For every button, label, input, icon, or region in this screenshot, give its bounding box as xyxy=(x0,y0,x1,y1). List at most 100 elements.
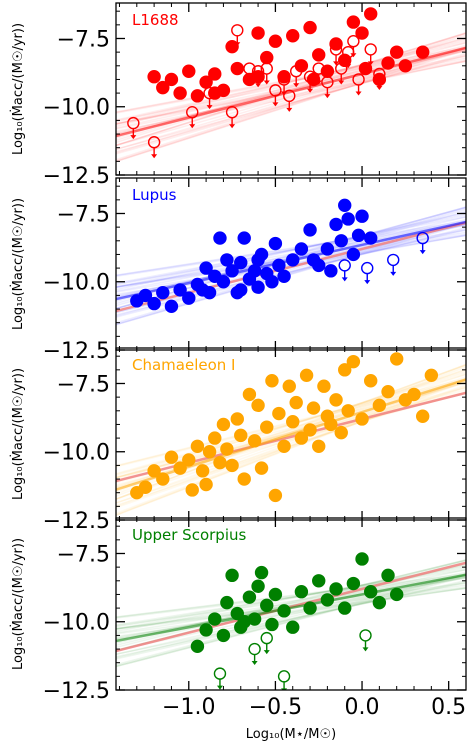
detection-point xyxy=(216,275,231,289)
detection-point xyxy=(220,595,234,610)
detection-point xyxy=(381,384,395,399)
y-tick-label: −7.5 xyxy=(57,27,110,52)
upper-limit-arrowhead xyxy=(376,85,383,90)
upper-limit-arrowhead xyxy=(234,42,241,47)
detection-point xyxy=(173,283,187,297)
detection-point xyxy=(398,59,413,73)
x-axis-title: Log₁₀(M⋆/M☉) xyxy=(246,727,336,742)
detection-point xyxy=(147,296,161,311)
fit-sample-line xyxy=(116,214,466,286)
detection-point xyxy=(237,231,251,245)
detection-point xyxy=(247,434,262,448)
detection-point xyxy=(364,7,378,21)
detection-point xyxy=(199,477,213,492)
detection-point xyxy=(329,217,343,232)
fit-sample-line xyxy=(116,568,466,626)
upper-limit-arrowhead xyxy=(263,80,270,85)
detection-point xyxy=(225,458,239,473)
fit-sample-line xyxy=(116,573,466,652)
upper-limit-circle xyxy=(359,629,372,642)
detection-point xyxy=(303,223,317,237)
detection-point xyxy=(202,445,217,459)
detection-point xyxy=(364,231,378,245)
upper-limit-circle xyxy=(277,670,291,683)
fit-sample-line xyxy=(116,216,466,284)
fit-sample-line xyxy=(116,223,466,277)
detection-point xyxy=(265,617,279,632)
y-tick-label: −12.5 xyxy=(43,509,110,534)
y-tick-label: −12.5 xyxy=(43,164,110,189)
panel-label: Upper Scorpius xyxy=(132,526,246,544)
upper-limit-arrowhead xyxy=(151,154,158,159)
detection-point xyxy=(286,29,300,43)
upper-limit-arrowhead xyxy=(293,83,300,88)
fit-sample-line xyxy=(116,221,466,277)
fit-sample-line xyxy=(116,41,466,121)
detection-point xyxy=(415,409,430,423)
detection-point xyxy=(213,455,227,470)
upper-limit-point xyxy=(352,73,365,96)
detection-point xyxy=(213,231,227,245)
detection-point xyxy=(372,398,387,413)
detection-point xyxy=(268,587,283,602)
upper-limit-circle xyxy=(260,631,273,645)
detection-point xyxy=(272,406,286,421)
panel-label: Lupus xyxy=(132,186,177,204)
upper-limit-point xyxy=(127,116,140,140)
fit-sample-line xyxy=(116,577,466,634)
detection-point xyxy=(268,34,283,48)
y-tick-label: −10.0 xyxy=(43,611,110,636)
upper-limit-point xyxy=(359,629,372,652)
detection-point xyxy=(389,352,404,366)
detection-point xyxy=(312,258,326,273)
detection-point xyxy=(324,417,338,432)
detection-point xyxy=(320,242,335,256)
detection-point xyxy=(260,420,274,434)
detection-point xyxy=(364,374,378,388)
detection-point xyxy=(338,601,352,615)
detection-point xyxy=(251,26,265,40)
detection-point xyxy=(294,431,309,445)
panel-frame xyxy=(115,2,467,176)
upper-limit-arrowhead xyxy=(362,647,369,652)
detection-point xyxy=(286,620,300,634)
upper-limit-point xyxy=(312,62,325,85)
fit-sample-line xyxy=(116,60,466,133)
detection-point xyxy=(237,615,251,629)
fit-median-line xyxy=(116,573,466,643)
detection-point xyxy=(294,585,309,599)
upper-limit-point xyxy=(231,24,244,47)
fit-median-line xyxy=(116,46,466,138)
fit-sample-line xyxy=(116,574,466,659)
fit-sample-line xyxy=(116,60,466,130)
detection-point xyxy=(341,212,355,226)
upper-limit-arrowhead xyxy=(324,94,331,99)
detection-point xyxy=(251,253,265,267)
fit-sample-line xyxy=(116,574,466,667)
upper-limit-arrowhead xyxy=(286,107,293,112)
fit-sample-line xyxy=(116,212,466,288)
fit-sample-line xyxy=(116,366,466,500)
detection-point xyxy=(282,379,296,393)
y-tick-label: −7.5 xyxy=(57,372,110,397)
upper-limit-arrowhead xyxy=(255,83,262,88)
upper-limit-arrowhead xyxy=(333,61,340,66)
plot-area xyxy=(116,7,466,163)
detection-point xyxy=(251,579,265,593)
detection-point xyxy=(286,253,300,267)
detection-point xyxy=(286,415,300,429)
upper-limit-arrowhead xyxy=(263,650,270,655)
detection-point xyxy=(317,379,331,393)
detection-point xyxy=(277,604,291,618)
detection-point xyxy=(268,488,283,503)
detection-point xyxy=(329,582,343,596)
upper-limit-arrowhead xyxy=(315,80,322,85)
fit-sample-line xyxy=(116,229,466,314)
detection-point xyxy=(220,253,234,267)
upper-limit-arrowhead xyxy=(189,124,196,129)
upper-limit-point xyxy=(338,259,351,282)
fit-sample-line xyxy=(116,573,466,666)
upper-limit-point xyxy=(289,65,303,88)
fit-sample-line xyxy=(116,33,466,147)
detection-point xyxy=(341,404,355,418)
